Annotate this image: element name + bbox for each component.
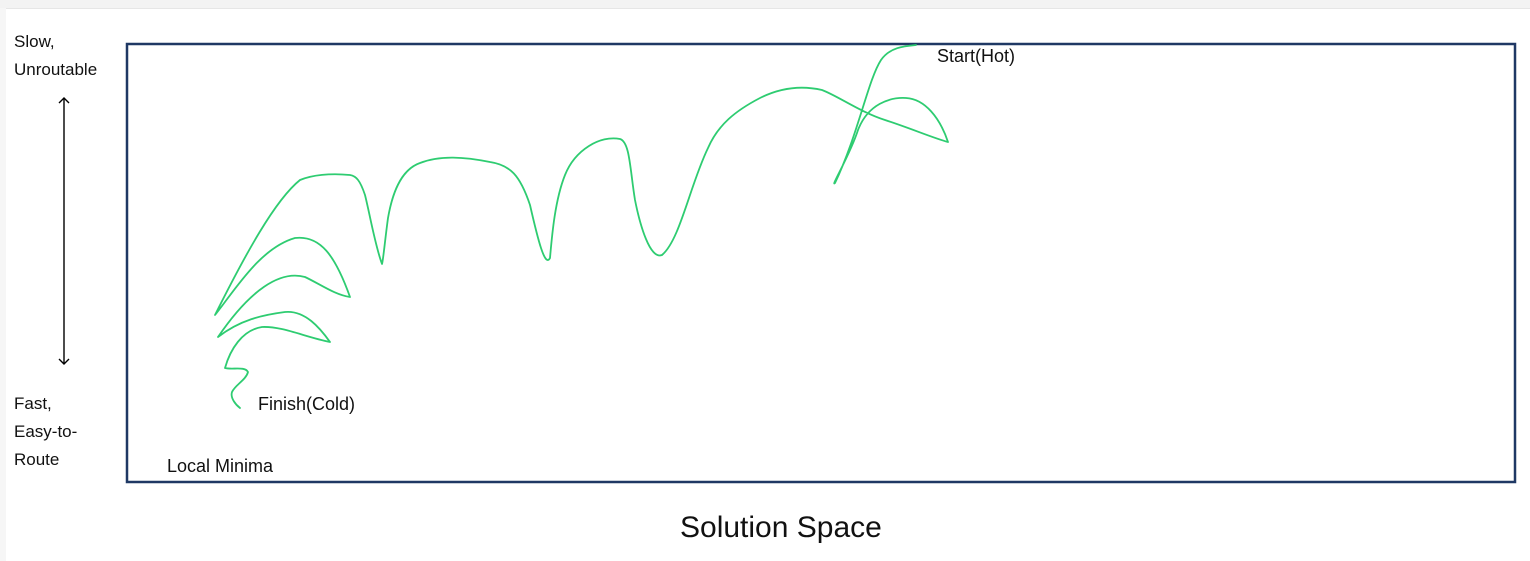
solution-space-box <box>125 42 1517 484</box>
window-top-edge <box>0 0 1530 9</box>
window-left-edge <box>0 8 6 561</box>
slow-label-line2: Unroutable <box>14 60 98 79</box>
fast-label-line1: Fast, <box>14 394 52 413</box>
fast-label-line3: Route <box>14 450 60 469</box>
solution-space-caption: Solution Space <box>680 511 882 544</box>
annealing-path <box>214 44 949 409</box>
finish-cold-label: Finish(Cold) <box>258 394 356 414</box>
slow-label-line1: Slow, <box>14 32 55 51</box>
local-minima-label: Local Minima <box>167 456 274 476</box>
start-hot-label: Start(Hot) <box>937 46 1016 66</box>
fast-label-line2: Easy-to- <box>14 422 78 441</box>
